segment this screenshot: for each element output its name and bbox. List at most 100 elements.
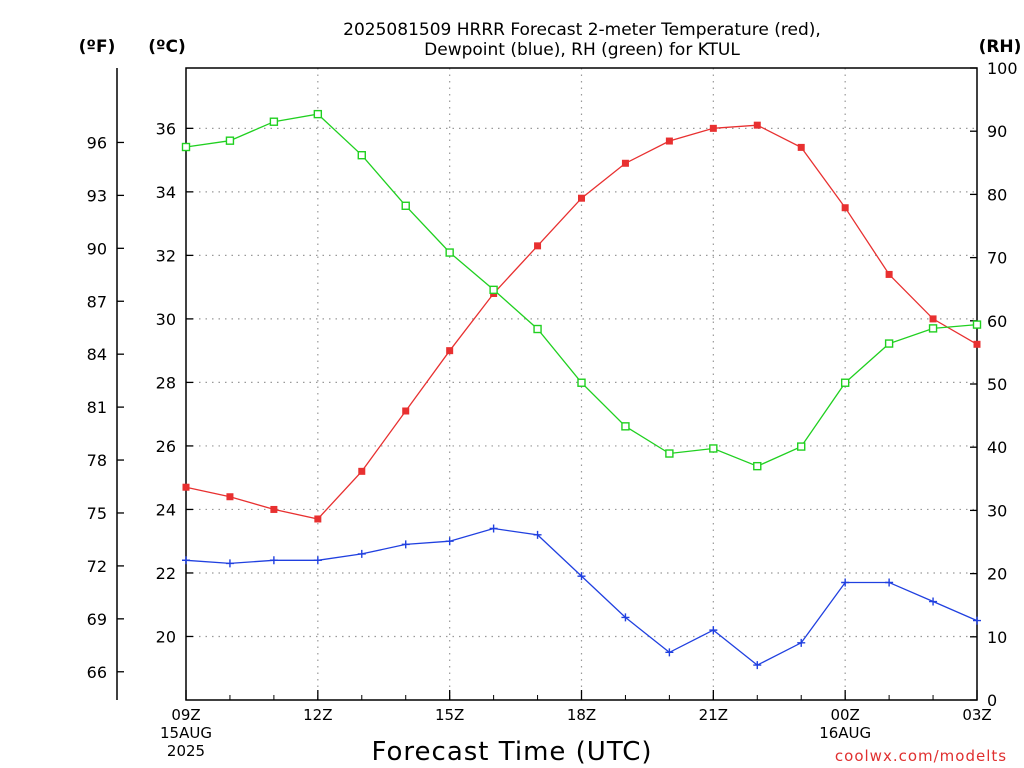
x-tick-label: 09Z (171, 706, 200, 724)
rh-tick-label: 90 (987, 122, 1007, 141)
rh-point (709, 444, 718, 453)
dewpoint-point (973, 616, 981, 625)
x-tick-date-label: 16AUG (819, 724, 871, 742)
rh-unit-label: (RH) (979, 37, 1022, 57)
x-tick-label: 21Z (699, 706, 728, 724)
fahrenheit-unit-label: (ºF) (79, 37, 116, 57)
dewpoint-point (709, 626, 718, 635)
rh-point (269, 117, 279, 126)
rh-tick-label: 10 (987, 628, 1007, 647)
rh-point (445, 248, 454, 257)
rh-point (797, 442, 806, 451)
celsius-tick-label: 28 (156, 373, 176, 392)
dewpoint-point (313, 556, 322, 565)
temperature-point (621, 159, 629, 167)
temperature-point (973, 340, 981, 348)
x-tick-label: 03Z (962, 706, 991, 724)
celsius-tick-label: 32 (156, 246, 176, 265)
fahrenheit-tick-label: 69 (87, 610, 107, 629)
rh-tick-label: 50 (987, 375, 1007, 394)
celsius-unit-label: (ºC) (148, 37, 186, 57)
x-tick-label: 18Z (567, 706, 596, 724)
dewpoint-point (621, 613, 630, 622)
celsius-tick-label: 36 (156, 119, 176, 138)
dewpoint-point (841, 578, 850, 587)
temperature-point (753, 121, 761, 129)
rh-point (577, 378, 586, 387)
dewpoint-point (533, 530, 542, 539)
dewpoint-point (797, 638, 806, 647)
temperature-point (885, 270, 893, 278)
rh-point (928, 324, 938, 333)
rh-tick-label: 0 (987, 691, 997, 710)
dewpoint-point (753, 661, 762, 670)
celsius-tick-label: 30 (156, 310, 176, 329)
fahrenheit-tick-label: 96 (87, 133, 107, 152)
temperature-point (841, 204, 849, 212)
fahrenheit-tick-label: 72 (87, 557, 107, 576)
dewpoint-point (182, 556, 190, 565)
dewpoint-point (577, 572, 586, 581)
rh-tick-label: 70 (987, 249, 1007, 268)
temperature-point (797, 143, 805, 151)
fahrenheit-tick-label: 87 (87, 292, 107, 311)
temperature-point (578, 194, 585, 202)
rh-point (225, 136, 235, 145)
dewpoint-point (929, 597, 938, 606)
x-tick-date-label: 15AUG (160, 724, 212, 742)
temperature-point (446, 347, 454, 355)
x-axis-label: Forecast Time (UTC) (371, 737, 652, 767)
celsius-tick-label: 22 (156, 564, 176, 583)
celsius-tick-label: 24 (156, 500, 176, 519)
temperature-point (270, 505, 278, 513)
rh-point (665, 449, 674, 458)
fahrenheit-tick-label: 78 (87, 451, 107, 470)
axes: 20 22 24 26 28 30 32 34 36 66 69 72 75 78 81 84 87 90 93 96… (87, 59, 1018, 760)
temperature-point (314, 515, 322, 523)
dewpoint-point (445, 537, 454, 546)
rh-point (401, 201, 410, 210)
dewpoint-point (401, 540, 410, 549)
dewpoint-point (489, 524, 498, 533)
rh-tick-label: 30 (987, 501, 1007, 520)
celsius-tick-label: 26 (156, 437, 176, 456)
rh-point (884, 339, 894, 348)
series-layer (181, 109, 982, 670)
fahrenheit-tick-label: 84 (87, 345, 107, 364)
rh-point (181, 142, 191, 152)
rh-tick-label: 40 (987, 438, 1007, 457)
credit-text: coolwx.com/modelts (835, 747, 1007, 765)
rh-point (840, 378, 850, 387)
dewpoint-point (225, 559, 234, 568)
temperature-point (226, 493, 234, 501)
x-tick-label: 15Z (435, 706, 464, 724)
rh-point (533, 324, 542, 334)
temperature-point (182, 483, 190, 491)
chart-title-line1: 2025081509 HRRR Forecast 2-meter Tempera… (343, 20, 821, 40)
temperature-point (534, 242, 542, 250)
rh-point (489, 285, 498, 295)
rh-point (621, 422, 630, 431)
temperature-point (358, 467, 366, 475)
temperature-point (402, 407, 410, 415)
dewpoint-point (269, 556, 278, 565)
fahrenheit-tick-label: 81 (87, 398, 107, 417)
celsius-tick-label: 20 (156, 627, 176, 646)
rh-point (753, 461, 762, 471)
rh-point (313, 109, 323, 119)
x-tick-year-label: 2025 (167, 742, 205, 760)
fahrenheit-tick-label: 90 (87, 239, 107, 258)
rh-tick-label: 20 (987, 565, 1007, 584)
dewpoint-point (885, 578, 894, 587)
dewpoint-point (357, 549, 366, 558)
fahrenheit-tick-label: 93 (87, 186, 107, 205)
dewpoint-point (665, 648, 674, 657)
rh-tick-label: 80 (987, 185, 1007, 204)
fahrenheit-tick-label: 75 (87, 504, 107, 523)
grid-lines (186, 68, 977, 700)
temperature-point (709, 124, 717, 132)
temperature-point (665, 137, 673, 145)
rh-point (972, 320, 982, 329)
temperature-point (929, 315, 937, 323)
